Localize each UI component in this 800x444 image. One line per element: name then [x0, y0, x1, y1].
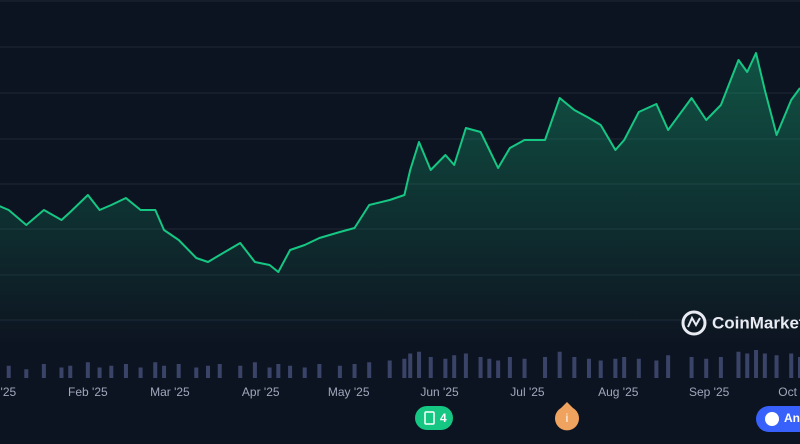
volume-bar — [123, 364, 128, 378]
x-tick-label: Aug '25 — [598, 385, 639, 399]
x-tick-label: May '25 — [328, 385, 370, 399]
info-label: i — [566, 411, 569, 425]
volume-bar — [387, 360, 392, 378]
volume-bar — [402, 358, 407, 378]
volume-bar — [138, 367, 143, 378]
volume-bar — [572, 357, 577, 378]
analyze-button[interactable]: Ana — [756, 406, 800, 432]
volume-bar — [109, 365, 114, 378]
x-tick-label: Mar '25 — [150, 385, 190, 399]
event-badge[interactable]: 4 — [415, 406, 453, 430]
volume-bar — [352, 364, 357, 378]
button-label: Ana — [784, 411, 800, 425]
volume-bar — [41, 364, 46, 378]
x-tick-label: Apr '25 — [242, 385, 280, 399]
volume-bar — [194, 367, 199, 378]
watermark-text: CoinMarketCap — [712, 313, 800, 332]
volume-bar — [598, 360, 603, 378]
volume-bar — [452, 355, 457, 378]
volume-bar — [798, 357, 800, 378]
volume-bar — [59, 367, 64, 378]
volume-bar — [586, 358, 591, 378]
volume-bar — [745, 353, 750, 378]
price-line — [0, 52, 800, 273]
x-tick-label: Sep '25 — [689, 385, 730, 399]
info-badge[interactable]: i — [555, 402, 579, 431]
watermark: CoinMarketCap — [681, 310, 800, 336]
area-fill — [0, 53, 800, 345]
volume-bar — [762, 353, 767, 378]
volume-bar — [162, 365, 167, 378]
volume-bar — [267, 367, 272, 378]
x-tick-label: Jul '25 — [510, 385, 545, 399]
event-count: 4 — [440, 411, 447, 425]
volume-bar — [557, 351, 562, 378]
volume-bar — [206, 365, 211, 378]
price — [0, 52, 800, 345]
volume-bar — [337, 365, 342, 378]
volume-bar — [428, 357, 433, 378]
volume-bar — [217, 364, 222, 378]
volume-bar — [654, 360, 659, 378]
volume-bar — [789, 353, 794, 378]
volume-bar — [666, 355, 671, 378]
volume-bar — [478, 357, 483, 378]
volume-bar — [238, 365, 243, 378]
volume-bar — [487, 358, 492, 378]
volume-bar — [97, 367, 102, 378]
volume-bar — [317, 364, 322, 378]
volume-bars — [6, 350, 800, 378]
volume-bar — [613, 358, 618, 378]
volume-bar — [6, 365, 11, 378]
volume-bar — [636, 358, 641, 378]
volume-bar — [718, 357, 723, 378]
x-axis: Jan '25 Feb '25 Mar '25 Apr '25 May '25 Jun '… — [0, 385, 800, 399]
volume-bar — [522, 358, 527, 378]
x-tick-label: Oct '25 — [778, 385, 800, 399]
x-tick-label: Feb '25 — [68, 385, 108, 399]
volume-bar — [68, 365, 73, 378]
volume-bar — [302, 367, 307, 378]
volume-bar — [24, 369, 29, 378]
volume-bar — [153, 362, 158, 378]
volume-bar — [736, 351, 741, 378]
volume-bar — [689, 357, 694, 378]
volume-bar — [288, 365, 293, 378]
volume-bar — [85, 362, 90, 378]
volume-bar — [252, 362, 257, 378]
volume-bar — [176, 364, 181, 378]
volume-bar — [622, 357, 627, 378]
x-tick-label: Jan '25 — [0, 385, 16, 399]
volume-bar — [507, 357, 512, 378]
volume-bar — [774, 355, 779, 378]
volume-bar — [754, 350, 759, 378]
volume-bar — [496, 360, 501, 378]
volume-bar — [367, 362, 372, 378]
volume-bar — [463, 353, 468, 378]
volume-bar — [543, 357, 548, 378]
volume-bar — [417, 351, 422, 378]
volume-bar — [276, 364, 281, 378]
volume-bar — [704, 358, 709, 378]
x-tick-label: Jun '25 — [420, 385, 459, 399]
volume-bar — [443, 358, 448, 378]
volume-bar — [408, 353, 413, 378]
